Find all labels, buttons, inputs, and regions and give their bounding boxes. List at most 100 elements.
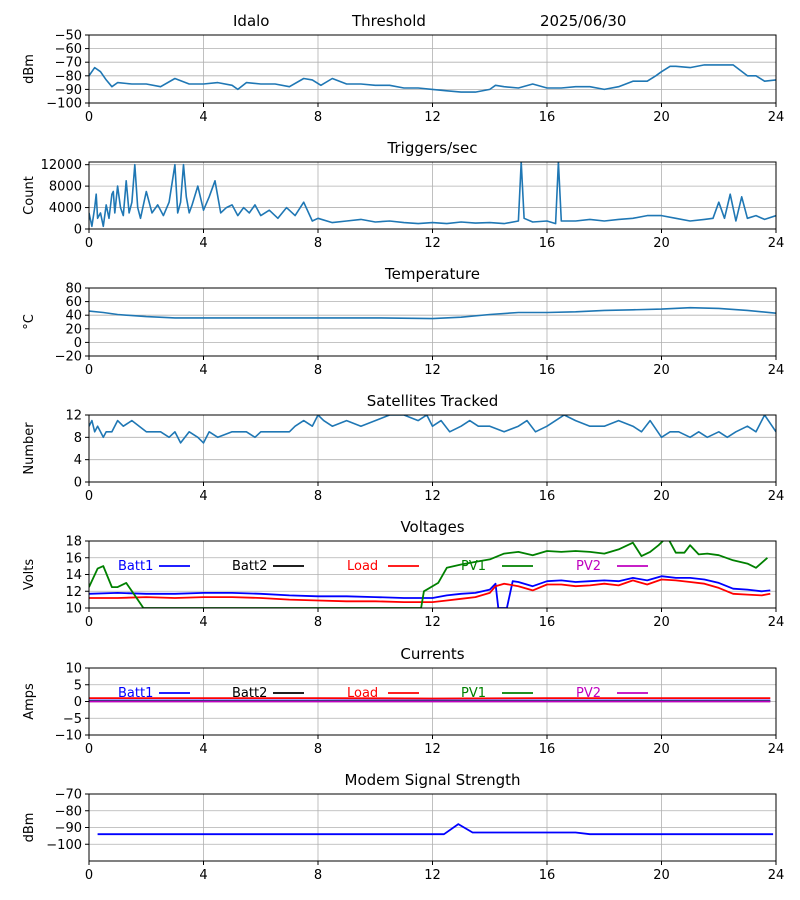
- voltages-title: Voltages: [400, 518, 464, 536]
- voltages-xtick-label: 12: [424, 615, 441, 630]
- satellites-xtick-label: 20: [653, 489, 670, 504]
- satellites-xtick-label: 24: [768, 489, 785, 504]
- currents-xtick-label: 0: [85, 742, 93, 757]
- temperature-ytick-label: 20: [65, 322, 82, 337]
- modem-xtick-label: 24: [768, 868, 785, 883]
- voltages-legend-label: Batt1: [118, 559, 153, 574]
- currents-ytick-label: −5: [63, 712, 82, 727]
- triggers-xtick-label: 4: [199, 236, 207, 251]
- temperature-ytick-label: 40: [65, 309, 82, 324]
- voltages-xtick-label: 8: [314, 615, 322, 630]
- satellites-series-line: [89, 415, 776, 444]
- currents-xtick-label: 16: [539, 742, 556, 757]
- mode-label: Threshold: [352, 12, 426, 30]
- triggers-xtick-label: 8: [314, 236, 322, 251]
- currents-ytick-label: 0: [74, 695, 82, 710]
- satellites-ytick-label: 12: [65, 409, 82, 424]
- signal-xtick-label: 0: [85, 110, 93, 125]
- satellites-xtick-label: 4: [199, 489, 207, 504]
- voltages-xtick-label: 0: [85, 615, 93, 630]
- signal-xtick-label: 4: [199, 110, 207, 125]
- currents-legend-label: PV1: [461, 686, 486, 701]
- triggers-ytick-label: 8000: [49, 180, 82, 195]
- modem-xtick-label: 0: [85, 868, 93, 883]
- voltages-xtick-label: 20: [653, 615, 670, 630]
- currents-xtick-label: 4: [199, 742, 207, 757]
- currents-legend-label: PV2: [576, 686, 601, 701]
- temperature-ylabel: °C: [22, 314, 37, 330]
- triggers-xtick-label: 16: [539, 236, 556, 251]
- currents-legend-label: Batt1: [118, 686, 153, 701]
- voltages-xtick-label: 16: [539, 615, 556, 630]
- voltages-legend-label: PV1: [461, 559, 486, 574]
- temperature-ytick-label: −20: [55, 350, 82, 365]
- triggers-title: Triggers/sec: [387, 139, 478, 157]
- voltages-series-batt1: [89, 575, 771, 608]
- voltages-legend-label: Load: [347, 559, 378, 574]
- voltages-ytick-label: 12: [65, 585, 82, 600]
- modem-xtick-label: 20: [653, 868, 670, 883]
- triggers-xtick-label: 0: [85, 236, 93, 251]
- triggers-ylabel: Count: [22, 176, 37, 215]
- temperature-xtick-label: 24: [768, 363, 785, 378]
- voltages-ytick-label: 16: [65, 551, 82, 566]
- signal-ylabel: dBm: [22, 54, 37, 84]
- temperature-xtick-label: 8: [314, 363, 322, 378]
- currents-legend-label: Load: [347, 686, 378, 701]
- temperature-title: Temperature: [384, 265, 480, 283]
- satellites-xtick-label: 16: [539, 489, 556, 504]
- temperature-ytick-label: 60: [65, 295, 82, 310]
- temperature-ytick-label: 80: [65, 282, 82, 297]
- temperature-xtick-label: 16: [539, 363, 556, 378]
- temperature-series-line: [89, 306, 776, 320]
- currents-title: Currents: [400, 645, 464, 663]
- modem-xtick-label: 4: [199, 868, 207, 883]
- triggers-ytick-label: 4000: [49, 201, 82, 216]
- modem-ytick-label: −80: [55, 804, 82, 819]
- currents-xtick-label: 24: [768, 742, 785, 757]
- currents-ytick-label: −10: [55, 729, 82, 744]
- temperature-xtick-label: 0: [85, 363, 93, 378]
- signal-ytick-label: −50: [55, 29, 82, 44]
- voltages-ylabel: Volts: [22, 559, 37, 591]
- currents-ylabel: Amps: [22, 683, 37, 720]
- triggers-xtick-label: 20: [653, 236, 670, 251]
- modem-ylabel: dBm: [22, 813, 37, 843]
- temperature-xtick-label: 4: [199, 363, 207, 378]
- currents-legend-label: Batt2: [232, 686, 267, 701]
- currents-ytick-label: 10: [65, 662, 82, 677]
- triggers-ytick-label: 0: [74, 223, 82, 238]
- temperature-xtick-label: 20: [653, 363, 670, 378]
- triggers-ytick-label: 12000: [41, 158, 82, 173]
- voltages-legend-label: Batt2: [232, 559, 267, 574]
- triggers-series-line: [89, 162, 776, 228]
- signal-ytick-label: −90: [55, 83, 82, 98]
- signal-ytick-label: −80: [55, 69, 82, 84]
- triggers-xtick-label: 24: [768, 236, 785, 251]
- voltages-xtick-label: 24: [768, 615, 785, 630]
- modem-title: Modem Signal Strength: [345, 771, 521, 789]
- voltages-legend-label: PV2: [576, 559, 601, 574]
- date-label: 2025/06/30: [540, 12, 627, 30]
- voltages-ytick-label: 10: [65, 602, 82, 617]
- voltages-series-pv1: [89, 541, 768, 608]
- voltages-series-load: [89, 578, 771, 603]
- modem-xtick-label: 16: [539, 868, 556, 883]
- satellites-xtick-label: 12: [424, 489, 441, 504]
- satellites-ytick-label: 0: [74, 476, 82, 491]
- modem-xtick-label: 12: [424, 868, 441, 883]
- voltages-ytick-label: 18: [65, 535, 82, 550]
- satellites-ytick-label: 4: [74, 453, 82, 468]
- satellites-xtick-label: 0: [85, 489, 93, 504]
- currents-xtick-label: 8: [314, 742, 322, 757]
- modem-ytick-label: −70: [55, 788, 82, 803]
- signal-ytick-label: −100: [46, 97, 82, 112]
- modem-series-line: [97, 823, 774, 836]
- satellites-title: Satellites Tracked: [367, 392, 498, 410]
- triggers-xtick-label: 12: [424, 236, 441, 251]
- signal-ytick-label: −60: [55, 42, 82, 57]
- temperature-ytick-label: 0: [74, 336, 82, 351]
- signal-xtick-label: 24: [768, 110, 785, 125]
